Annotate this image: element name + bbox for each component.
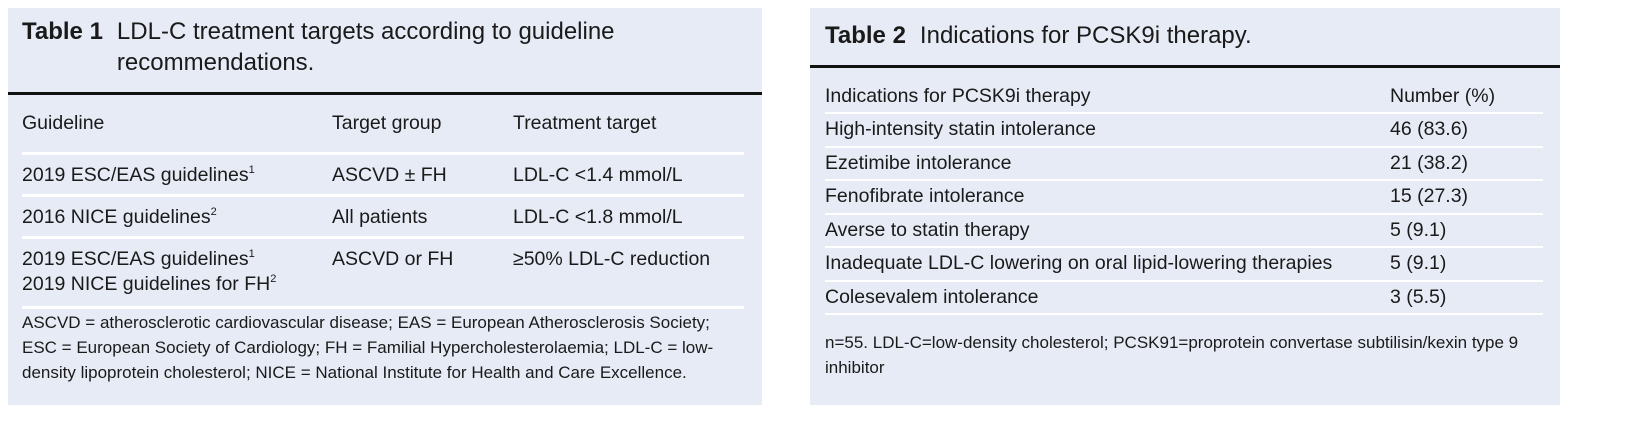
cell-text: ASCVD ± FH bbox=[332, 163, 447, 186]
row: Averse to statin therapy 5 (9.1) bbox=[825, 213, 1543, 248]
header-text: Number (%) bbox=[1390, 84, 1496, 107]
cell: 2019 ESC/EAS guidelines1 bbox=[22, 153, 332, 197]
cell-text: LDL-C <1.4 mmol/L bbox=[513, 163, 683, 186]
header-text: Treatment target bbox=[513, 111, 657, 134]
cell: Ezetimibe intolerance bbox=[825, 146, 1390, 181]
table-2-header: Table 2 Indications for PCSK9i therapy. bbox=[825, 20, 1252, 51]
cell-text: ASCVD or FH bbox=[332, 247, 454, 270]
cell: ASCVD or FH bbox=[332, 237, 513, 309]
footnote: ASCVD = atherosclerotic cardiovascular d… bbox=[22, 313, 714, 382]
reference: 1 bbox=[248, 163, 255, 176]
cell-text: Ezetimibe intolerance bbox=[825, 151, 1012, 174]
header-rule bbox=[8, 92, 762, 95]
header-text: Guideline bbox=[22, 111, 105, 134]
cell-text: 3 (5.5) bbox=[1390, 285, 1447, 308]
cell: 5 (9.1) bbox=[1390, 213, 1543, 248]
cell: 5 (9.1) bbox=[1390, 247, 1543, 282]
header-cell: Number (%) bbox=[1390, 80, 1543, 114]
header-cell: Indications for PCSK9i therapy bbox=[825, 80, 1390, 114]
reference: 2 bbox=[210, 205, 217, 218]
cell-text: Averse to statin therapy bbox=[825, 218, 1030, 241]
cell: Colesevalem intolerance bbox=[825, 280, 1390, 315]
row: Inadequate LDL-C lowering on oral lipid-… bbox=[825, 247, 1543, 282]
cell-text: 2019 ESC/EAS guidelines bbox=[22, 163, 249, 186]
table-title: LDL-C treatment targets according to gui… bbox=[116, 18, 615, 76]
cell: 21 (38.2) bbox=[1390, 146, 1543, 181]
header-row: Indications for PCSK9i therapy Number (%) bbox=[825, 80, 1543, 114]
cell: All patients bbox=[332, 195, 513, 239]
cell-line: 2019 ESC/EAS guidelines1 bbox=[22, 163, 332, 188]
row: 2016 NICE guidelines2 All patients LDL-C <… bbox=[22, 195, 744, 239]
header-cell: Guideline bbox=[22, 95, 332, 155]
cell: ≥50% LDL-C reduction bbox=[513, 237, 744, 309]
table-label: Table 2 bbox=[825, 22, 906, 49]
cell-text: 5 (9.1) bbox=[1390, 252, 1447, 275]
header-cell: Target group bbox=[332, 95, 513, 155]
header-text: Target group bbox=[332, 111, 442, 134]
table-title: Indications for PCSK9i therapy. bbox=[919, 22, 1252, 49]
cell: LDL-C <1.8 mmol/L bbox=[513, 195, 744, 239]
table-1-panel: Table 1 LDL-C treatment targets accordin… bbox=[8, 8, 762, 405]
reference: 1 bbox=[248, 247, 255, 260]
cell: Averse to statin therapy bbox=[825, 213, 1390, 248]
cell-text: 46 (83.6) bbox=[1390, 118, 1469, 141]
cell-line: 2016 NICE guidelines2 bbox=[22, 205, 332, 230]
table-1: Guideline Target group Treatment target 201… bbox=[22, 95, 744, 309]
cell: 15 (27.3) bbox=[1390, 180, 1543, 215]
table-label: Table 1 bbox=[22, 18, 103, 45]
cell-text: 2019 NICE guidelines for FH bbox=[22, 272, 271, 295]
row: High-intensity statin intolerance 46 (83.… bbox=[825, 113, 1543, 148]
cell-text: All patients bbox=[332, 205, 428, 228]
table-2: Indications for PCSK9i therapy Number (%)… bbox=[825, 80, 1543, 315]
cell-text: 2016 NICE guidelines bbox=[22, 205, 211, 228]
cell-text: LDL-C <1.8 mmol/L bbox=[513, 205, 683, 228]
cell: Fenofibrate intolerance bbox=[825, 180, 1390, 215]
cell: 2019 ESC/EAS guidelines1 2019 NICE guidel… bbox=[22, 237, 332, 309]
cell-text: 15 (27.3) bbox=[1390, 185, 1469, 208]
cell: ASCVD ± FH bbox=[332, 153, 513, 197]
cell: 2016 NICE guidelines2 bbox=[22, 195, 332, 239]
header-rule bbox=[810, 65, 1560, 68]
cell-line: 2019 ESC/EAS guidelines1 bbox=[22, 247, 332, 272]
cell-text: 5 (9.1) bbox=[1390, 218, 1447, 241]
cell: Inadequate LDL-C lowering on oral lipid-… bbox=[825, 247, 1390, 282]
cell-text: Inadequate LDL-C lowering on oral lipid-… bbox=[825, 252, 1333, 275]
cell-text: 21 (38.2) bbox=[1390, 151, 1469, 174]
table-2-panel: Table 2 Indications for PCSK9i therapy. I… bbox=[810, 8, 1560, 405]
row: 2019 ESC/EAS guidelines1 ASCVD ± FH LDL-C … bbox=[22, 153, 744, 197]
cell: High-intensity statin intolerance bbox=[825, 113, 1390, 148]
cell-text: Colesevalem intolerance bbox=[825, 285, 1039, 308]
header-text: Indications for PCSK9i therapy bbox=[825, 84, 1091, 107]
cell: LDL-C <1.4 mmol/L bbox=[513, 153, 744, 197]
cell-text: ≥50% LDL-C reduction bbox=[513, 247, 711, 270]
row: Fenofibrate intolerance 15 (27.3) bbox=[825, 180, 1543, 215]
cell-text: 2019 ESC/EAS guidelines bbox=[22, 247, 249, 270]
cell-text: High-intensity statin intolerance bbox=[825, 118, 1096, 141]
reference: 2 bbox=[270, 272, 277, 285]
row: Ezetimibe intolerance 21 (38.2) bbox=[825, 146, 1543, 181]
header-cell: Treatment target bbox=[513, 95, 744, 155]
header-row: Guideline Target group Treatment target bbox=[22, 95, 744, 155]
row: 2019 ESC/EAS guidelines1 2019 NICE guidel… bbox=[22, 237, 744, 309]
cell: 46 (83.6) bbox=[1390, 113, 1543, 148]
cell-line: 2019 NICE guidelines for FH2 bbox=[22, 272, 332, 297]
row: Colesevalem intolerance 3 (5.5) bbox=[825, 280, 1543, 315]
cell: 3 (5.5) bbox=[1390, 280, 1543, 315]
cell-text: Fenofibrate intolerance bbox=[825, 185, 1025, 208]
table-1-header: Table 1 LDL-C treatment targets accordin… bbox=[22, 16, 722, 78]
footnote: n=55. LDL-C=low-density cholesterol; PCS… bbox=[825, 333, 1519, 377]
